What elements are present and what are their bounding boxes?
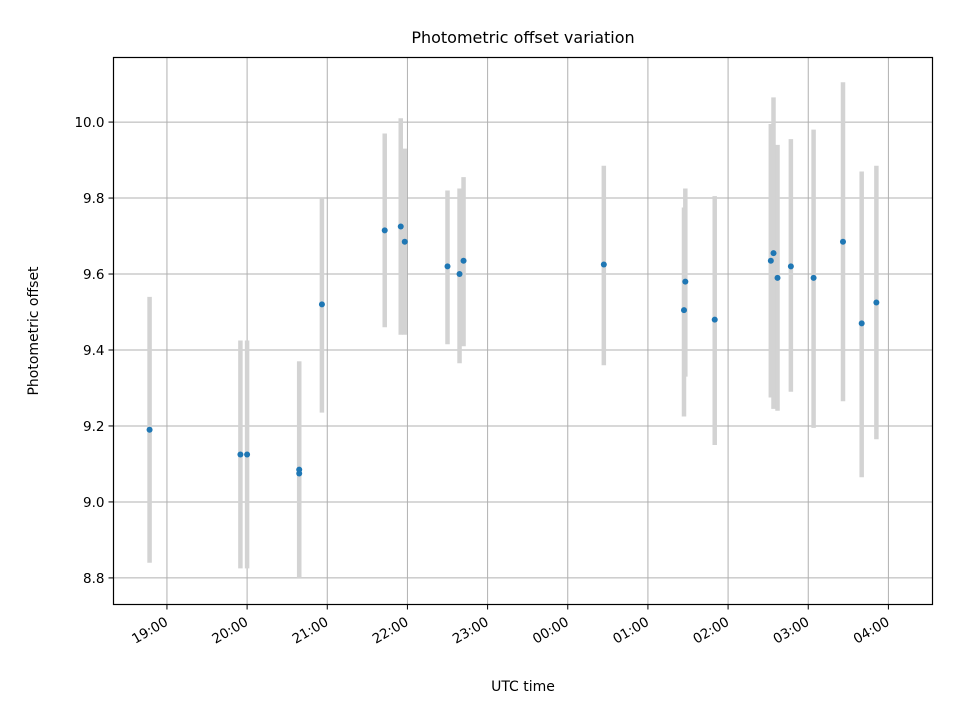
data-point bbox=[767, 257, 774, 264]
y-tick-label: 8.8 bbox=[83, 571, 104, 587]
data-point bbox=[237, 451, 244, 458]
data-point bbox=[787, 263, 794, 270]
data-point bbox=[858, 320, 865, 327]
y-tick-label: 9.8 bbox=[83, 191, 104, 207]
y-tick-label: 9.0 bbox=[83, 495, 104, 511]
data-point bbox=[460, 257, 467, 264]
data-point bbox=[600, 261, 607, 268]
y-axis-label: Photometric offset bbox=[26, 266, 42, 396]
data-points bbox=[146, 223, 880, 477]
data-point bbox=[401, 238, 408, 245]
data-point bbox=[456, 271, 463, 278]
data-point bbox=[810, 274, 817, 281]
data-point bbox=[146, 426, 153, 433]
y-tick-label: 9.6 bbox=[83, 267, 104, 283]
data-point bbox=[244, 451, 251, 458]
data-point bbox=[444, 263, 451, 270]
data-point bbox=[711, 316, 718, 323]
y-tick-label: 9.4 bbox=[83, 343, 104, 359]
y-axis-ticks: 8.8 9.0 9.2 9.4 9.6 9.8 10.0 bbox=[74, 115, 114, 587]
data-point bbox=[296, 466, 303, 473]
data-point bbox=[682, 278, 689, 285]
x-axis-label: UTC time bbox=[491, 679, 555, 695]
data-point bbox=[839, 238, 846, 245]
data-point bbox=[397, 223, 404, 230]
y-tick-label: 10.0 bbox=[74, 115, 104, 131]
data-point bbox=[770, 250, 777, 257]
data-point bbox=[873, 299, 880, 306]
plot-frame bbox=[112, 56, 934, 606]
grid-lines bbox=[113, 57, 933, 605]
chart-title: Photometric offset variation bbox=[411, 28, 634, 47]
data-point bbox=[381, 227, 388, 234]
data-point bbox=[680, 307, 687, 314]
data-point bbox=[774, 274, 781, 281]
y-tick-label: 9.2 bbox=[83, 419, 104, 435]
data-point bbox=[318, 301, 325, 308]
